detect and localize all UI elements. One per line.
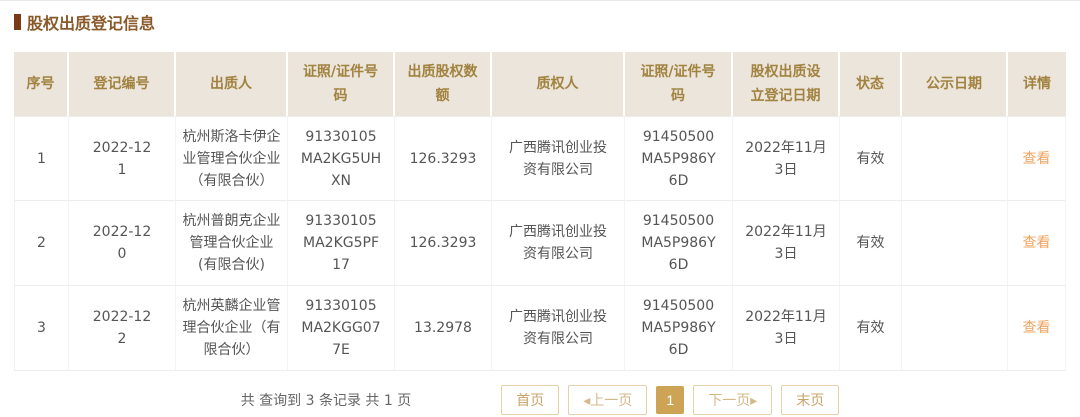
col-header-pledgor-license: 证照/证件号码	[288, 52, 395, 116]
col-header-publish-date: 公示日期	[902, 52, 1008, 116]
cell-reg-date: 2022年11月3日	[733, 116, 840, 201]
cell-pledgee-license: 91450500MA5P986Y6D	[625, 201, 733, 286]
cell-detail: 查看	[1008, 286, 1066, 371]
equity-pledge-section: 股权出质登记信息 序号 登记编号 出质人 证照/证件号码 出质股权数额 质权人 …	[0, 10, 1080, 415]
view-detail-link[interactable]: 查看	[1022, 150, 1051, 167]
cell-equity-amount: 126.3293	[395, 116, 492, 201]
cell-publish-date	[902, 201, 1008, 286]
cell-status: 有效	[840, 116, 902, 201]
cell-publish-date	[902, 116, 1008, 201]
cell-equity-amount: 13.2978	[395, 286, 492, 371]
col-header-pledgee: 质权人	[492, 52, 625, 116]
view-detail-link[interactable]: 查看	[1022, 235, 1051, 251]
col-header-detail: 详情	[1008, 52, 1066, 116]
table-footer: 共 查询到 3 条记录 共 1 页 首页 ◂上一页 1 下一页▸ 末页	[14, 385, 1066, 415]
cell-pledgor-license: 91330105MA2KG5UHXN	[288, 116, 395, 201]
cell-pledgee: 广西腾讯创业投资有限公司	[492, 116, 625, 201]
section-title: 股权出质登记信息	[14, 10, 1066, 34]
col-header-seq: 序号	[14, 52, 69, 116]
cell-publish-date	[902, 286, 1008, 371]
first-page-button[interactable]: 首页	[501, 385, 560, 415]
cell-reg-date: 2022年11月3日	[733, 201, 840, 286]
cell-reg-date: 2022年11月3日	[733, 286, 840, 371]
cell-detail: 查看	[1008, 116, 1066, 201]
col-header-equity-amount: 出质股权数额	[395, 52, 492, 116]
cell-pledgee-license: 91450500MA5P986Y6D	[625, 116, 733, 201]
cell-pledgor-license: 91330105MA2KG5PF17	[288, 201, 395, 286]
cell-reg-no: 2022-120	[69, 201, 176, 286]
cell-pledgor-license: 91330105MA2KGG077E	[288, 286, 395, 371]
pagination: 首页 ◂上一页 1 下一页▸ 末页	[501, 385, 840, 415]
table-row: 3 2022-122 杭州英麟企业管理合伙企业（有限合伙） 91330105MA…	[14, 286, 1066, 371]
section-title-text: 股权出质登记信息	[27, 14, 156, 33]
col-header-pledgee-license: 证照/证件号码	[625, 52, 733, 116]
table-header-row: 序号 登记编号 出质人 证照/证件号码 出质股权数额 质权人 证照/证件号码 股…	[14, 52, 1066, 116]
last-page-button[interactable]: 末页	[781, 385, 840, 415]
cell-reg-no: 2022-121	[69, 116, 176, 201]
table-row: 2 2022-120 杭州普朗克企业管理合伙企业(有限合伙) 91330105M…	[14, 201, 1066, 286]
col-header-reg-date: 股权出质设立登记日期	[733, 52, 840, 116]
cell-seq: 1	[14, 116, 69, 201]
next-page-button[interactable]: 下一页▸	[693, 385, 773, 415]
cell-pledgor: 杭州普朗克企业管理合伙企业(有限合伙)	[176, 201, 288, 286]
prev-page-button[interactable]: ◂上一页	[568, 385, 648, 415]
col-header-status: 状态	[840, 52, 902, 116]
cell-equity-amount: 126.3293	[395, 201, 492, 286]
cell-seq: 2	[14, 201, 69, 286]
cell-status: 有效	[840, 201, 902, 286]
cell-pledgor: 杭州英麟企业管理合伙企业（有限合伙）	[176, 286, 288, 371]
cell-status: 有效	[840, 286, 902, 371]
record-count-text: 共 查询到 3 条记录 共 1 页	[240, 393, 412, 409]
equity-pledge-table: 序号 登记编号 出质人 证照/证件号码 出质股权数额 质权人 证照/证件号码 股…	[14, 52, 1066, 371]
cell-detail: 查看	[1008, 201, 1066, 286]
cell-pledgor: 杭州斯洛卡伊企业管理合伙企业（有限合伙）	[176, 116, 288, 201]
cell-pledgee: 广西腾讯创业投资有限公司	[492, 286, 625, 371]
col-header-reg-no: 登记编号	[69, 52, 176, 116]
cell-seq: 3	[14, 286, 69, 371]
title-marker-icon	[14, 14, 21, 30]
cell-reg-no: 2022-122	[69, 286, 176, 371]
col-header-pledgor: 出质人	[176, 52, 288, 116]
table-row: 1 2022-121 杭州斯洛卡伊企业管理合伙企业（有限合伙） 91330105…	[14, 116, 1066, 201]
cell-pledgee: 广西腾讯创业投资有限公司	[492, 201, 625, 286]
current-page-button[interactable]: 1	[656, 386, 685, 414]
cell-pledgee-license: 91450500MA5P986Y6D	[625, 286, 733, 371]
view-detail-link[interactable]: 查看	[1022, 320, 1051, 336]
